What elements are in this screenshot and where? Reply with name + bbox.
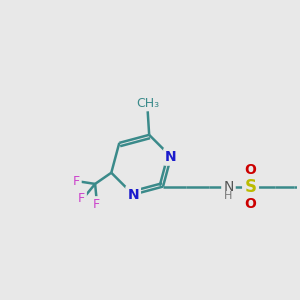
Text: O: O xyxy=(244,197,256,211)
Text: O: O xyxy=(244,163,256,176)
Text: N: N xyxy=(128,188,139,202)
Text: S: S xyxy=(244,178,256,196)
Text: N: N xyxy=(223,180,234,194)
Text: F: F xyxy=(73,175,80,188)
Text: CH₃: CH₃ xyxy=(136,97,159,110)
Text: F: F xyxy=(93,198,100,211)
Text: H: H xyxy=(224,191,232,201)
Text: F: F xyxy=(78,192,85,205)
Text: N: N xyxy=(165,150,177,164)
